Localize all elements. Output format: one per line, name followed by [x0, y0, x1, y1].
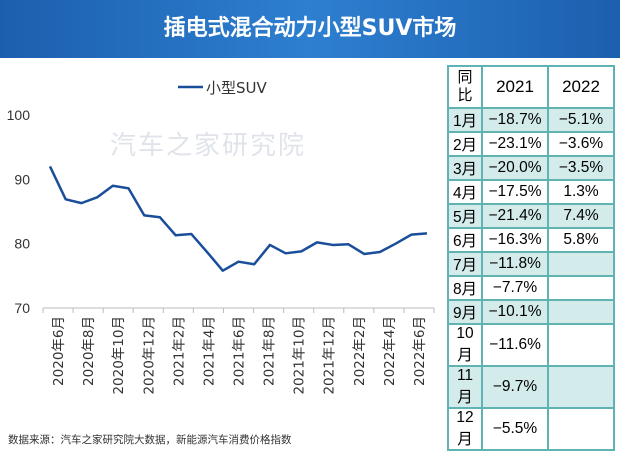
month-cell: 4月: [447, 179, 483, 205]
x-tick-label: 2020年6月: [51, 316, 67, 386]
value-2021-cell: −20.0%: [481, 155, 549, 181]
table-row: 2月 −23.1% −3.6%: [447, 131, 615, 157]
value-2022-cell: −3.5%: [547, 155, 615, 181]
month-cell: 2月: [447, 131, 483, 157]
x-tick-label: 2021年12月: [322, 316, 338, 395]
value-2022-cell: −3.6%: [547, 131, 615, 157]
value-2021-cell: −18.7%: [481, 107, 549, 133]
value-2022-cell: [547, 299, 615, 325]
value-2022-cell: [547, 323, 615, 367]
x-tick-label: 2020年12月: [141, 316, 157, 395]
value-2022-cell: [547, 251, 615, 277]
table-row: 1月 −18.7% −5.1%: [447, 107, 615, 133]
month-cell: 5月: [447, 203, 483, 229]
line-chart: 70 80 90 100 2020年6月 2020年8月 2020年10月 2020年12月 2…: [7, 79, 435, 395]
legend-label: 小型SUV: [206, 79, 268, 97]
x-tick-label: 2022年2月: [352, 316, 368, 386]
source-note: 数据来源：汽车之家研究院大数据，新能源汽车消费价格指数: [8, 434, 292, 446]
x-tick-label: 2022年4月: [382, 316, 398, 386]
value-2021-cell: −17.5%: [481, 179, 549, 205]
value-2021-cell: −7.7%: [481, 275, 549, 301]
value-2022-cell: 5.8%: [547, 227, 615, 253]
yoy-table: 同 比 2021 2022 1月 −18.7% −5.1% 2月 −23.1% −3.6%…: [447, 65, 615, 451]
table-row: 11月 −9.7%: [447, 365, 615, 409]
table-row: 10月 −11.6%: [447, 323, 615, 367]
month-cell: 10月: [447, 323, 483, 367]
value-2022-cell: [547, 407, 615, 451]
month-cell: 3月: [447, 155, 483, 181]
header-2021: 2021: [481, 65, 549, 109]
month-cell: 11月: [447, 365, 483, 409]
month-cell: 9月: [447, 299, 483, 325]
value-2022-cell: [547, 275, 615, 301]
table-row: 3月 −20.0% −3.5%: [447, 155, 615, 181]
value-2021-cell: −10.1%: [481, 299, 549, 325]
x-tick-label: 2021年2月: [171, 316, 187, 386]
table-row: 8月 −7.7%: [447, 275, 615, 301]
table-row: 9月 −10.1%: [447, 299, 615, 325]
x-tick-label: 2021年6月: [232, 316, 248, 386]
value-2021-cell: −16.3%: [481, 227, 549, 253]
value-2021-cell: −11.8%: [481, 251, 549, 277]
y-tick-label: 70: [14, 300, 30, 316]
x-tick-label: 2022年6月: [412, 316, 428, 386]
value-2021-cell: −23.1%: [481, 131, 549, 157]
table-header: 同 比 2021 2022: [447, 65, 615, 109]
table-row: 6月 −16.3% 5.8%: [447, 227, 615, 253]
value-2022-cell: −5.1%: [547, 107, 615, 133]
series-line: [48, 165, 428, 272]
value-2022-cell: 1.3%: [547, 179, 615, 205]
watermark: 汽车之家研究院: [110, 131, 307, 161]
table-row: 7月 −11.8%: [447, 251, 615, 277]
x-tick-label: 2020年8月: [81, 316, 97, 386]
value-2021-cell: −11.6%: [481, 323, 549, 367]
table-row: 12月 −5.5%: [447, 407, 615, 451]
y-tick-label: 90: [14, 171, 30, 187]
page-title: 插电式混合动力小型SUV市场: [0, 0, 620, 58]
x-tick-label: 2020年10月: [111, 316, 127, 395]
value-2021-cell: −9.7%: [481, 365, 549, 409]
month-cell: 12月: [447, 407, 483, 451]
value-2022-cell: [547, 365, 615, 409]
x-tick-label: 2021年8月: [262, 316, 278, 386]
x-tick-label: 2021年10月: [292, 316, 308, 395]
x-tick-label: 2021年4月: [201, 316, 217, 386]
month-cell: 6月: [447, 227, 483, 253]
value-2021-cell: −21.4%: [481, 203, 549, 229]
header-2022: 2022: [547, 65, 615, 109]
month-cell: 7月: [447, 251, 483, 277]
value-2021-cell: −5.5%: [481, 407, 549, 451]
y-tick-label: 80: [14, 236, 30, 252]
month-cell: 1月: [447, 107, 483, 133]
header-yoy: 同 比: [447, 65, 483, 109]
table-row: 5月 −21.4% 7.4%: [447, 203, 615, 229]
month-cell: 8月: [447, 275, 483, 301]
value-2022-cell: 7.4%: [547, 203, 615, 229]
table-row: 4月 −17.5% 1.3%: [447, 179, 615, 205]
y-tick-label: 100: [7, 107, 31, 123]
